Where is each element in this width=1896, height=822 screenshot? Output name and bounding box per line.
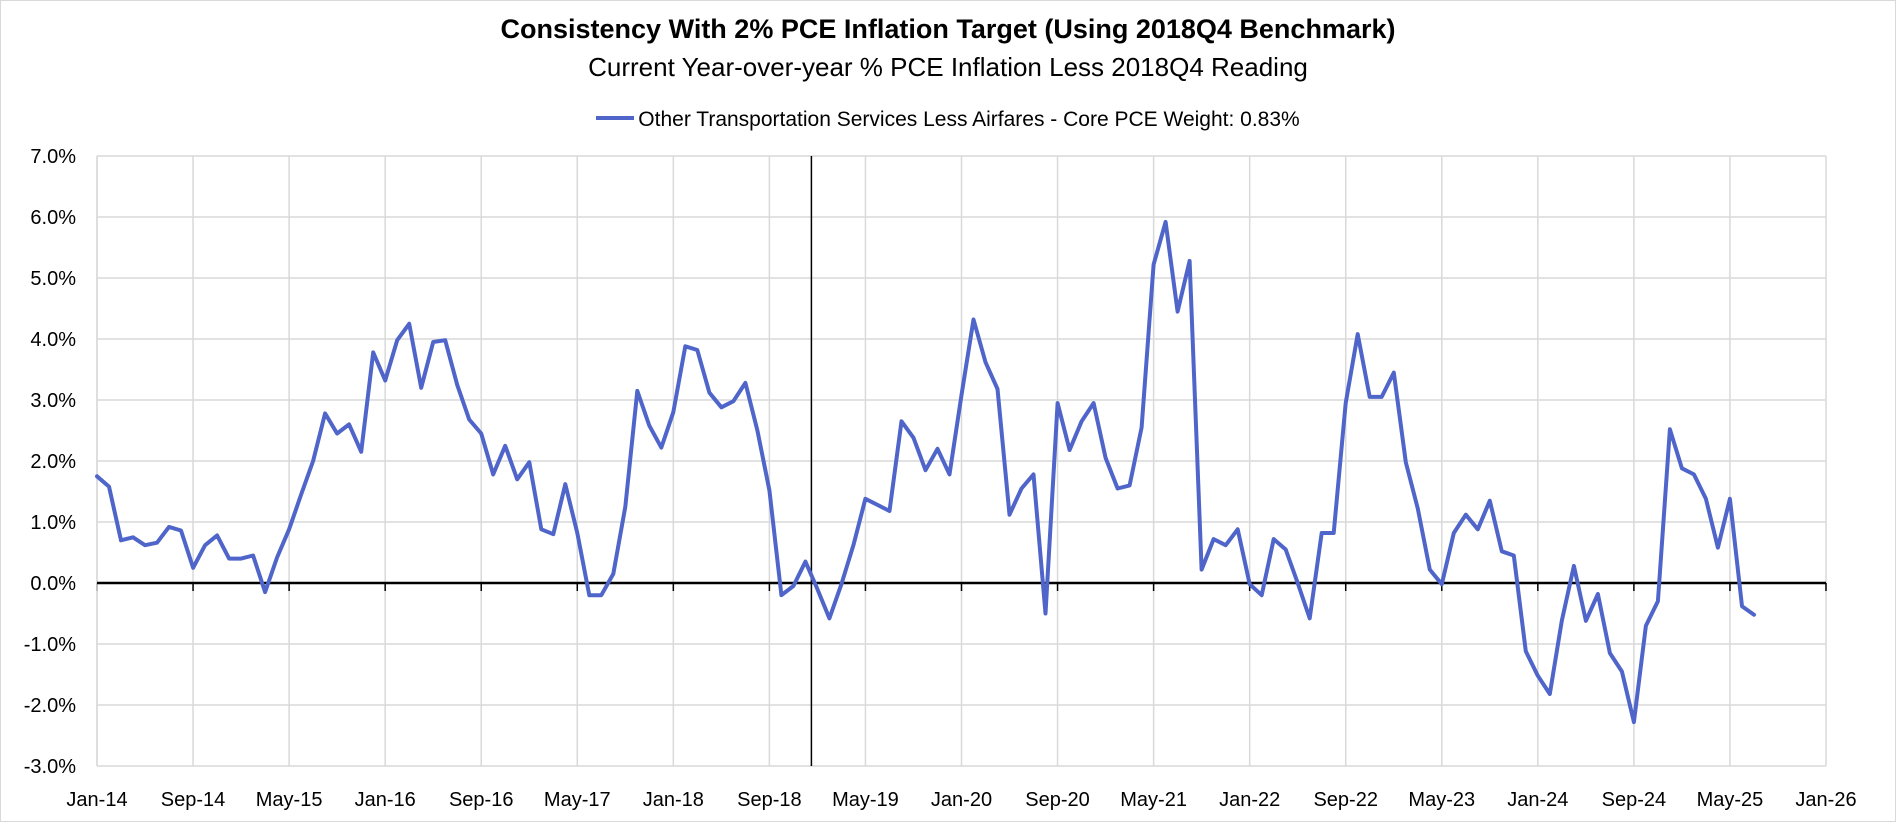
x-tick-label: Sep-20 [1025, 789, 1090, 811]
legend-line-swatch [596, 116, 635, 121]
x-tick-label: May-15 [256, 789, 323, 811]
x-tick-label: Jan-16 [355, 789, 416, 811]
x-tick-label: May-21 [1120, 789, 1187, 811]
x-tick-label: Jan-18 [643, 789, 704, 811]
y-tick-label: 3.0% [30, 390, 76, 412]
chart-subtitle: Current Year-over-year % PCE Inflation L… [588, 52, 1308, 82]
horizontal-gridlines [97, 155, 1826, 767]
x-tick-label: May-19 [832, 789, 899, 811]
y-axis-tick-labels: -3.0% -2.0% -1.0% 0.0% 1.0% 2.0% 3.0% 4.0% 5.0% 6… [24, 146, 76, 778]
y-tick-label: 6.0% [30, 207, 76, 229]
chart-title: Consistency With 2% PCE Inflation Target… [500, 14, 1396, 44]
x-tick-label: Jan-24 [1507, 789, 1568, 811]
x-tick-label: Jan-22 [1219, 789, 1280, 811]
y-tick-label: -2.0% [24, 695, 76, 717]
x-tick-label: Jan-20 [931, 789, 992, 811]
axes [96, 156, 1827, 766]
x-tick-label: Sep-24 [1602, 789, 1667, 811]
y-tick-label: -1.0% [24, 634, 76, 656]
x-tick-label: May-17 [544, 789, 611, 811]
chart-legend: Other Transportation Services Less Airfa… [0, 108, 1896, 132]
y-tick-label: 2.0% [30, 451, 76, 473]
x-tick-label: Sep-22 [1313, 789, 1378, 811]
y-tick-label: -3.0% [24, 756, 76, 778]
series-layer [95, 219, 1756, 725]
x-tick-label: Sep-14 [161, 789, 226, 811]
y-tick-label: 5.0% [30, 268, 76, 290]
y-tick-label: 0.0% [30, 573, 76, 595]
x-tick-label: Sep-18 [737, 789, 802, 811]
x-tick-label: Jan-14 [66, 789, 127, 811]
x-tick-label: Jan-26 [1795, 789, 1856, 811]
x-tick-label: May-23 [1408, 789, 1475, 811]
x-tick-label: Sep-16 [449, 789, 514, 811]
y-tick-label: 4.0% [30, 329, 76, 351]
x-axis-tick-labels: Jan-14 Sep-14 May-15 Jan-16 Sep-16 May-17 Jan-… [66, 789, 1856, 811]
y-tick-label: 1.0% [30, 512, 76, 534]
series-line [95, 219, 1756, 725]
legend-label: Other Transportation Services Less Airfa… [638, 108, 1300, 131]
y-tick-label: 7.0% [30, 146, 76, 168]
x-tick-label: May-25 [1697, 789, 1764, 811]
